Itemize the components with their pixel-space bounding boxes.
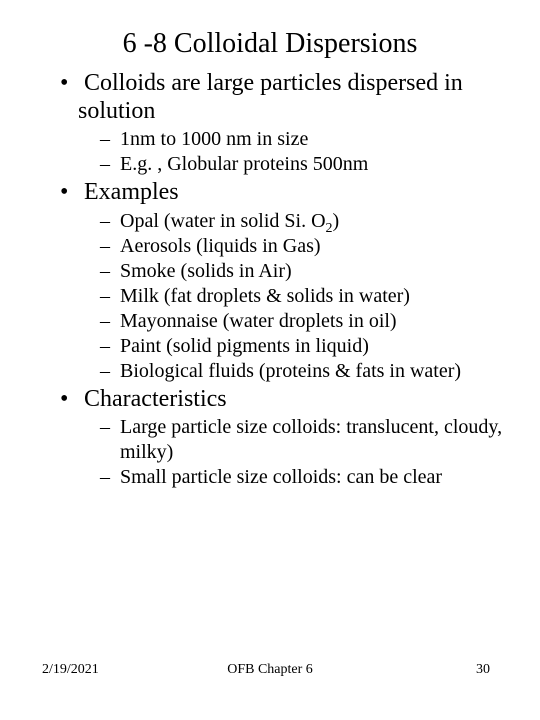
footer-page-number: 30 bbox=[476, 662, 490, 678]
sub-item: Opal (water in solid Si. O2) bbox=[100, 209, 504, 234]
subscript: 2 bbox=[326, 221, 333, 236]
bullet-text: Colloids are large particles dispersed i… bbox=[78, 70, 463, 124]
sub-item: Smoke (solids in Air) bbox=[100, 259, 504, 284]
slide-footer: 2/19/2021 OFB Chapter 6 30 bbox=[0, 662, 540, 678]
bullet-item: Colloids are large particles dispersed i… bbox=[36, 70, 504, 177]
sub-item: Milk (fat droplets & solids in water) bbox=[100, 284, 504, 309]
bullet-item: Examples Opal (water in solid Si. O2) Ae… bbox=[36, 179, 504, 384]
sub-list: Opal (water in solid Si. O2) Aerosols (l… bbox=[78, 209, 504, 384]
footer-date: 2/19/2021 bbox=[42, 662, 99, 678]
sub-item: Paint (solid pigments in liquid) bbox=[100, 334, 504, 359]
sub-item: Small particle size colloids: can be cle… bbox=[100, 465, 504, 490]
sub-list: Large particle size colloids: translucen… bbox=[78, 415, 504, 490]
sub-item: Mayonnaise (water droplets in oil) bbox=[100, 309, 504, 334]
footer-center: OFB Chapter 6 bbox=[227, 662, 313, 678]
slide-title: 6 -8 Colloidal Dispersions bbox=[36, 28, 504, 60]
bullet-item: Characteristics Large particle size coll… bbox=[36, 386, 504, 491]
sub-list: 1nm to 1000 nm in size E.g. , Globular p… bbox=[78, 127, 504, 177]
sub-text: ) bbox=[333, 210, 340, 232]
bullet-text: Examples bbox=[84, 179, 179, 205]
bullet-text: Characteristics bbox=[84, 386, 227, 412]
bullet-list: Colloids are large particles dispersed i… bbox=[36, 70, 504, 490]
sub-item: E.g. , Globular proteins 500nm bbox=[100, 152, 504, 177]
sub-item: Aerosols (liquids in Gas) bbox=[100, 234, 504, 259]
sub-item: 1nm to 1000 nm in size bbox=[100, 127, 504, 152]
sub-text: Opal (water in solid Si. O bbox=[120, 210, 326, 232]
sub-item: Large particle size colloids: translucen… bbox=[100, 415, 504, 465]
sub-item: Biological fluids (proteins & fats in wa… bbox=[100, 359, 504, 384]
